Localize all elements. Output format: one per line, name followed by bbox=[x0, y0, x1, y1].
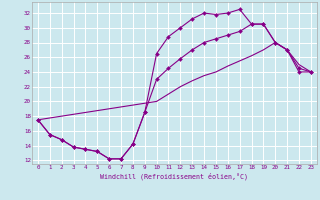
X-axis label: Windchill (Refroidissement éolien,°C): Windchill (Refroidissement éolien,°C) bbox=[100, 172, 248, 180]
